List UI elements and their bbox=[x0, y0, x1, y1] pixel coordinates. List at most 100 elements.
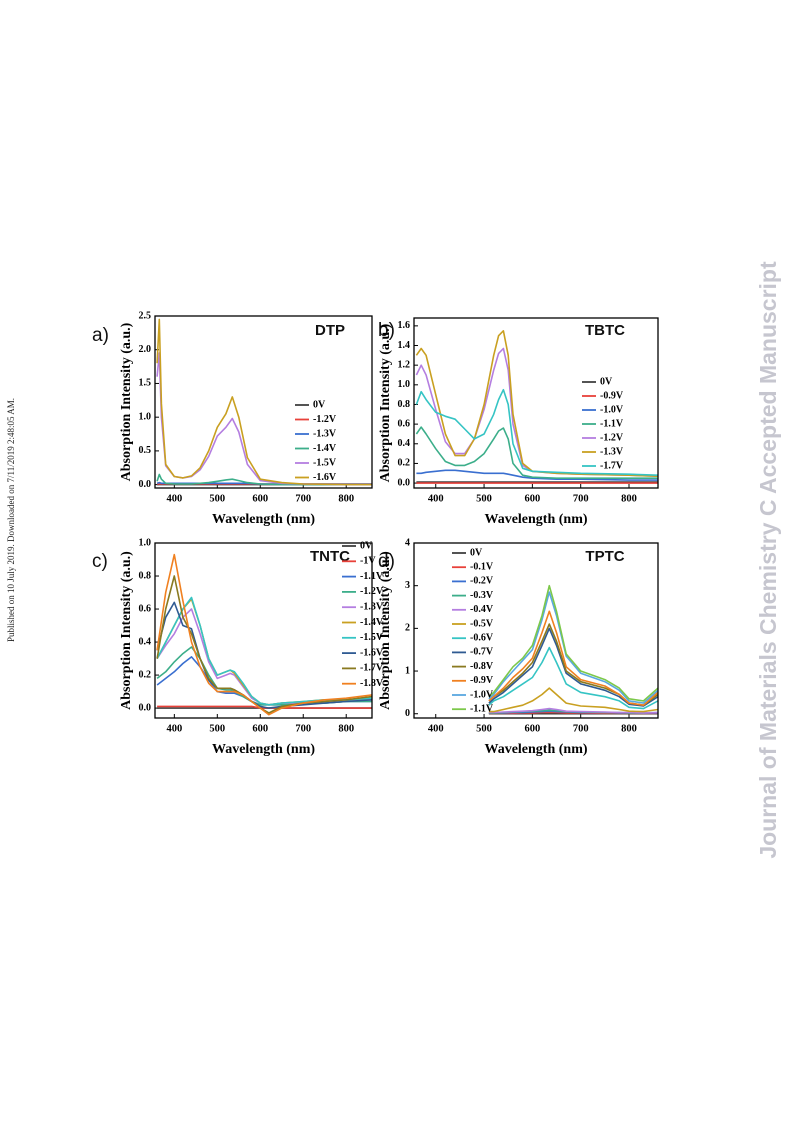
watermark: Journal of Materials Chemistry C Accepte… bbox=[755, 261, 781, 859]
x-tick-label: 800 bbox=[621, 493, 637, 504]
y-tick-label: 0.0 bbox=[398, 477, 411, 488]
series-group bbox=[488, 584, 658, 715]
legend-label: -1V bbox=[360, 556, 376, 567]
series-line bbox=[156, 601, 372, 709]
y-axis-label: Absorption Intensity (a.u.) bbox=[119, 551, 134, 710]
x-tick-label: 600 bbox=[252, 493, 268, 504]
series-line bbox=[156, 656, 372, 706]
y-tick-label: 0.8 bbox=[398, 399, 411, 410]
series-line bbox=[488, 610, 658, 707]
x-tick-label: 500 bbox=[209, 493, 225, 504]
y-tick-label: 1.4 bbox=[398, 340, 411, 351]
legend-label: 0V bbox=[470, 547, 483, 558]
y-axis-label: Absorption Intensity (a.u.) bbox=[378, 551, 393, 710]
x-axis-label: Wavelength (nm) bbox=[484, 512, 587, 527]
y-tick-label: 0.8 bbox=[139, 570, 152, 581]
legend-label: -1.3V bbox=[600, 446, 624, 457]
series-line bbox=[156, 473, 372, 486]
x-tick-label: 700 bbox=[295, 723, 311, 734]
series-line bbox=[415, 426, 658, 480]
y-tick-label: 0.2 bbox=[139, 669, 152, 680]
legend-label: 0V bbox=[600, 376, 613, 387]
x-tick-label: 600 bbox=[252, 723, 268, 734]
x-tick-label: 800 bbox=[338, 723, 354, 734]
panel-label: a) bbox=[92, 325, 109, 346]
series-line bbox=[156, 352, 372, 486]
y-tick-label: 0 bbox=[405, 708, 410, 719]
x-tick-label: 400 bbox=[428, 493, 444, 504]
legend-label: -0.6V bbox=[470, 632, 494, 643]
y-tick-label: 1.5 bbox=[139, 378, 152, 389]
chart-title: TPTC bbox=[585, 548, 624, 565]
y-tick-label: 1.0 bbox=[139, 411, 152, 422]
y-tick-label: 1.6 bbox=[398, 320, 411, 331]
legend-label: -0.3V bbox=[470, 590, 494, 601]
series-line bbox=[156, 598, 372, 706]
series-line bbox=[157, 705, 372, 709]
legend-label: -1.5V bbox=[313, 457, 337, 468]
legend-label: -0.9V bbox=[600, 390, 624, 401]
y-tick-label: 1 bbox=[405, 665, 410, 676]
y-axis-label: Absorption Intensity (a.u.) bbox=[119, 322, 134, 481]
y-tick-label: 0.0 bbox=[139, 479, 152, 490]
y-tick-label: 3 bbox=[405, 580, 410, 591]
y-tick-label: 0.4 bbox=[139, 636, 152, 647]
series-line bbox=[488, 584, 658, 702]
series-line bbox=[488, 687, 658, 713]
x-tick-label: 400 bbox=[166, 493, 182, 504]
legend-label: -1.2V bbox=[600, 432, 624, 443]
series-line bbox=[156, 646, 372, 706]
series-group bbox=[156, 553, 372, 716]
series-line bbox=[488, 627, 658, 707]
series-group bbox=[156, 318, 372, 486]
legend-label: -0.9V bbox=[470, 675, 494, 686]
x-tick-label: 500 bbox=[209, 723, 225, 734]
panel: b) TBTC 0.0 0.2 0.4 0.6 0.8 1.0 1.2 1.4 1.6 400 500 6… bbox=[378, 317, 659, 527]
legend-label: -1.3V bbox=[313, 428, 337, 439]
y-tick-label: 0.4 bbox=[398, 438, 411, 449]
legend-label: -0.2V bbox=[470, 576, 494, 587]
x-tick-label: 400 bbox=[428, 723, 444, 734]
x-tick-label: 500 bbox=[476, 493, 492, 504]
series-line bbox=[156, 596, 372, 706]
plot-frame bbox=[413, 542, 659, 719]
series-line bbox=[488, 646, 658, 710]
panel: d) TPTC 0 1 2 3 4 400 500 600 700 800 Absorption Int… bbox=[378, 537, 659, 757]
legend-label: -0.1V bbox=[470, 561, 494, 572]
y-tick-label: 2 bbox=[405, 623, 410, 634]
legend-label: -1.2V bbox=[313, 414, 337, 425]
series-line bbox=[156, 318, 372, 486]
chart-title: TNTC bbox=[310, 548, 350, 565]
legend-label: -1.4V bbox=[313, 443, 337, 454]
x-tick-label: 600 bbox=[525, 493, 541, 504]
y-tick-label: 1.0 bbox=[398, 379, 411, 390]
y-tick-label: 0.0 bbox=[139, 702, 152, 713]
series-line bbox=[488, 707, 658, 714]
panel: c) TNTC 0.0 0.2 0.4 0.6 0.8 1.0 400 500 600 700 800 A… bbox=[92, 537, 384, 757]
legend-label: -0.8V bbox=[470, 661, 494, 672]
series-line bbox=[415, 329, 658, 477]
x-axis-label: Wavelength (nm) bbox=[212, 742, 315, 757]
series-line bbox=[416, 469, 658, 481]
legend-label: 0V bbox=[360, 540, 373, 551]
legend-label: -1.7V bbox=[600, 460, 624, 471]
legend-label: -0.4V bbox=[470, 604, 494, 615]
panel-label: c) bbox=[92, 551, 108, 572]
plot-frame bbox=[154, 315, 373, 489]
side-note: Published on 10 July 2019. Downloaded on… bbox=[6, 398, 16, 642]
y-tick-label: 0.6 bbox=[139, 603, 152, 614]
y-tick-label: 1.0 bbox=[139, 537, 152, 548]
panel: a) DTP 0.0 0.5 1.0 1.5 2.0 2.5 400 500 600 700 800 Ab… bbox=[92, 310, 373, 527]
series-line bbox=[156, 575, 372, 714]
legend-label: -0.7V bbox=[470, 647, 494, 658]
legend-label: -1.0V bbox=[470, 689, 494, 700]
x-tick-label: 800 bbox=[338, 493, 354, 504]
x-tick-label: 800 bbox=[621, 723, 637, 734]
legend-label: -1.6V bbox=[313, 472, 337, 483]
legend-label: -1.1V bbox=[600, 418, 624, 429]
plot-frame bbox=[413, 317, 659, 489]
y-tick-label: 4 bbox=[405, 537, 410, 548]
y-tick-label: 2.5 bbox=[139, 310, 152, 321]
plot-frame bbox=[154, 542, 373, 719]
